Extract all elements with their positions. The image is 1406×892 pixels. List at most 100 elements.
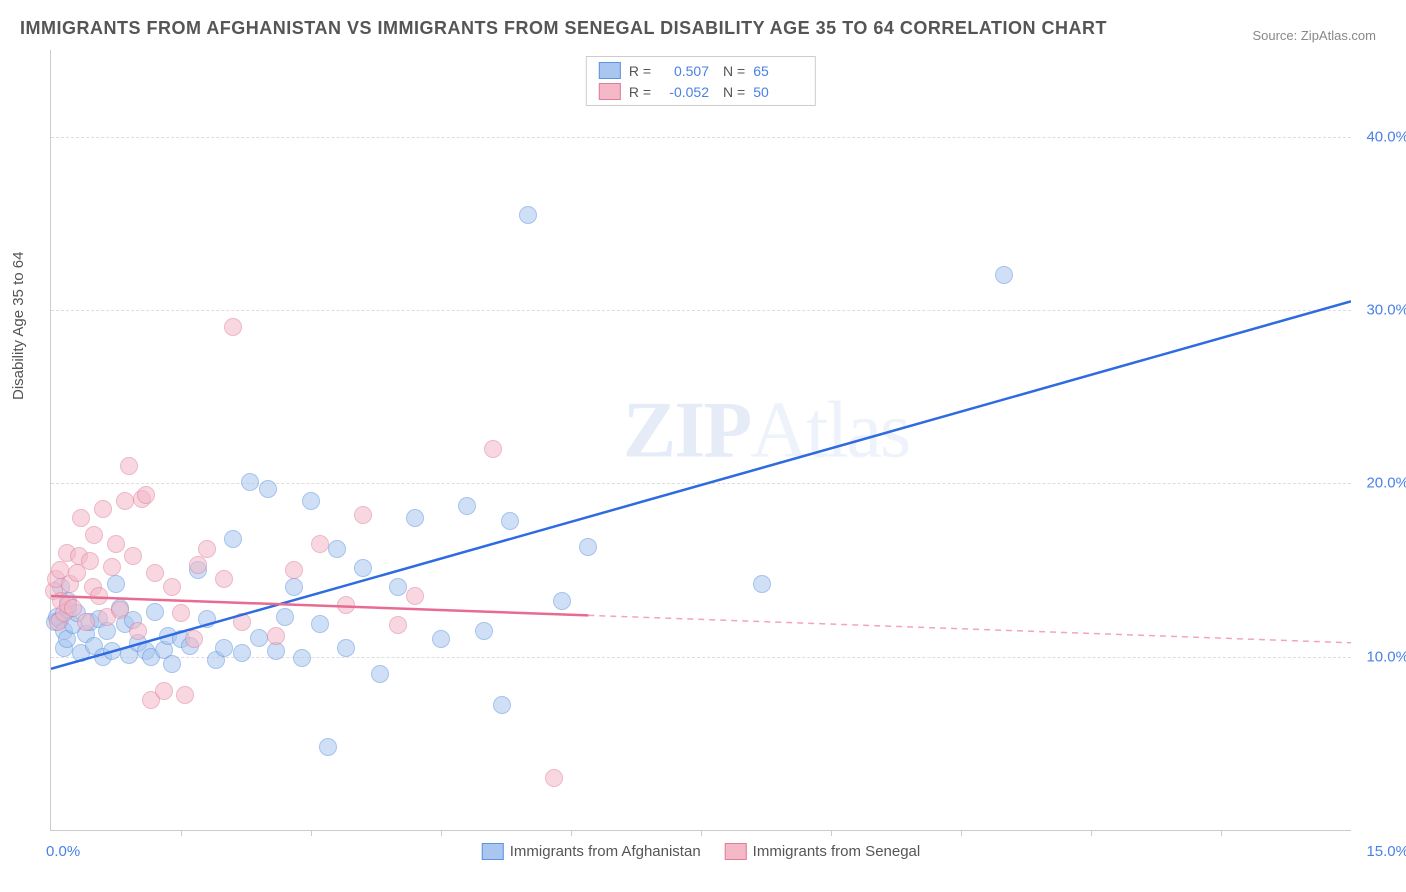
y-axis-label: Disability Age 35 to 64 — [10, 252, 27, 400]
watermark-light: Atlas — [750, 386, 909, 474]
data-point — [233, 644, 251, 662]
source-link[interactable]: ZipAtlas.com — [1301, 28, 1376, 43]
data-point — [146, 603, 164, 621]
data-point — [259, 480, 277, 498]
data-point — [129, 622, 147, 640]
data-point — [107, 575, 125, 593]
data-point — [501, 512, 519, 530]
data-point — [311, 615, 329, 633]
data-point — [163, 578, 181, 596]
data-point — [519, 206, 537, 224]
data-point — [354, 506, 372, 524]
data-point — [185, 630, 203, 648]
data-point — [276, 608, 294, 626]
data-point — [493, 696, 511, 714]
x-tick — [181, 830, 182, 836]
data-point — [198, 610, 216, 628]
data-point — [406, 587, 424, 605]
data-point — [579, 538, 597, 556]
data-point — [90, 587, 108, 605]
data-point — [85, 526, 103, 544]
data-point — [545, 769, 563, 787]
data-point — [103, 642, 121, 660]
data-point — [267, 642, 285, 660]
x-tick — [441, 830, 442, 836]
x-tick — [1221, 830, 1222, 836]
source-citation: Source: ZipAtlas.com — [1252, 28, 1376, 43]
data-point — [137, 486, 155, 504]
data-point — [81, 552, 99, 570]
data-point — [189, 556, 207, 574]
data-point — [337, 639, 355, 657]
gridline — [51, 310, 1351, 311]
data-point — [484, 440, 502, 458]
series-legend: Immigrants from Afghanistan Immigrants fr… — [472, 843, 931, 860]
legend-r-value: 0.507 — [659, 63, 709, 79]
legend-r-label: R = — [629, 63, 651, 79]
data-point — [107, 535, 125, 553]
y-tick-label: 10.0% — [1366, 648, 1406, 665]
data-point — [163, 655, 181, 673]
x-tick — [831, 830, 832, 836]
legend-swatch — [482, 843, 504, 860]
y-tick-label: 30.0% — [1366, 302, 1406, 319]
data-point — [319, 738, 337, 756]
data-point — [94, 500, 112, 518]
y-tick-label: 40.0% — [1366, 128, 1406, 145]
scatter-chart: ZIPAtlas R =0.507N =65R =-0.052N =50 0.0… — [50, 50, 1351, 831]
legend-n-value: 65 — [753, 63, 803, 79]
data-point — [77, 613, 95, 631]
x-tick — [311, 830, 312, 836]
legend-swatch — [725, 843, 747, 860]
data-point — [146, 564, 164, 582]
legend-n-label: N = — [723, 84, 745, 100]
x-axis-min-label: 0.0% — [46, 843, 80, 860]
data-point — [311, 535, 329, 553]
data-point — [155, 682, 173, 700]
data-point — [389, 578, 407, 596]
data-point — [302, 492, 320, 510]
legend-swatch — [599, 62, 621, 79]
data-point — [224, 318, 242, 336]
data-point — [176, 686, 194, 704]
data-point — [224, 530, 242, 548]
y-tick-label: 20.0% — [1366, 475, 1406, 492]
legend-series-label: Immigrants from Senegal — [753, 843, 921, 860]
data-point — [293, 649, 311, 667]
correlation-legend: R =0.507N =65R =-0.052N =50 — [586, 56, 816, 106]
x-axis-max-label: 15.0% — [1366, 843, 1406, 860]
data-point — [285, 578, 303, 596]
x-tick — [571, 830, 572, 836]
data-point — [995, 266, 1013, 284]
data-point — [215, 639, 233, 657]
chart-title: IMMIGRANTS FROM AFGHANISTAN VS IMMIGRANT… — [20, 18, 1107, 39]
data-point — [241, 473, 259, 491]
legend-n-label: N = — [723, 63, 745, 79]
legend-row: R =-0.052N =50 — [599, 81, 803, 102]
data-point — [198, 540, 216, 558]
data-point — [215, 570, 233, 588]
data-point — [475, 622, 493, 640]
data-point — [120, 457, 138, 475]
gridline — [51, 137, 1351, 138]
data-point — [72, 509, 90, 527]
data-point — [406, 509, 424, 527]
data-point — [250, 629, 268, 647]
data-point — [328, 540, 346, 558]
data-point — [354, 559, 372, 577]
legend-n-value: 50 — [753, 84, 803, 100]
data-point — [458, 497, 476, 515]
legend-swatch — [599, 83, 621, 100]
legend-series-item: Immigrants from Senegal — [725, 843, 921, 860]
data-point — [233, 613, 251, 631]
data-point — [753, 575, 771, 593]
legend-r-label: R = — [629, 84, 651, 100]
legend-series-item: Immigrants from Afghanistan — [482, 843, 701, 860]
data-point — [285, 561, 303, 579]
trend-lines — [51, 50, 1351, 830]
watermark: ZIPAtlas — [623, 385, 909, 476]
data-point — [124, 547, 142, 565]
data-point — [116, 492, 134, 510]
data-point — [172, 604, 190, 622]
source-prefix: Source: — [1252, 28, 1300, 43]
